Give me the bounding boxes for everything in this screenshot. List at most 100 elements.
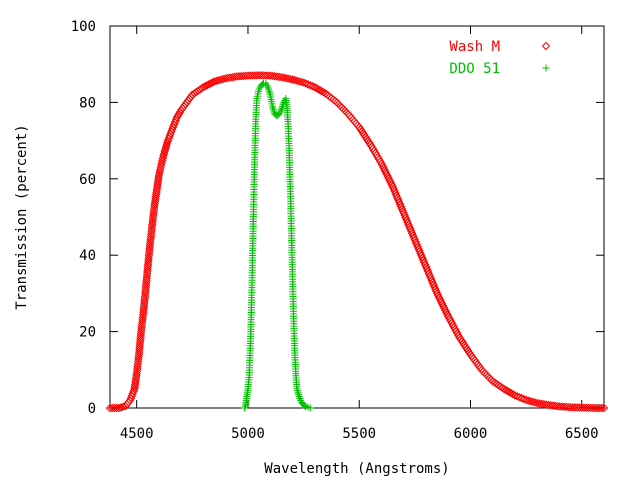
data-point (436, 297, 446, 306)
data-point (219, 74, 228, 84)
y-tick-label: 100 (71, 19, 96, 35)
data-point (306, 404, 314, 412)
data-point (597, 403, 606, 413)
data-point (286, 74, 295, 84)
data-point (301, 79, 311, 88)
data-point (599, 403, 609, 413)
data-point (503, 386, 512, 396)
data-point (119, 402, 128, 411)
data-point (508, 390, 518, 399)
legend-marker-ddo-51 (542, 64, 550, 72)
data-point (197, 84, 206, 93)
data-point (434, 293, 444, 302)
data-point (208, 78, 217, 87)
data-point (381, 167, 390, 177)
data-point (387, 180, 396, 189)
data-point (308, 81, 317, 91)
data-point (297, 77, 306, 87)
legend-label-ddo-51: DDO 51 (449, 61, 500, 77)
data-point (210, 77, 219, 86)
data-point (306, 81, 315, 90)
legend-sample-point (542, 64, 550, 72)
x-tick-label: 6000 (454, 426, 488, 442)
data-point (379, 163, 388, 172)
data-point (206, 79, 216, 88)
data-point (225, 73, 235, 82)
data-point (195, 85, 204, 94)
data-point (378, 161, 387, 170)
data-point (290, 75, 299, 85)
y-tick-label: 40 (79, 248, 96, 264)
data-point (499, 384, 509, 394)
data-point (129, 386, 138, 396)
data-point (435, 295, 445, 304)
data-point (316, 86, 325, 95)
data-point (501, 385, 510, 395)
data-point (201, 81, 210, 91)
data-point (299, 78, 308, 87)
data-point (437, 299, 447, 309)
data-point (212, 76, 222, 85)
series-ddo-51 (241, 79, 314, 412)
data-point (528, 397, 537, 407)
data-point (517, 393, 526, 403)
y-tick-label: 0 (88, 401, 96, 417)
data-point (442, 307, 451, 317)
data-point (217, 75, 226, 84)
data-point (294, 77, 304, 86)
data-point (432, 289, 442, 298)
y-tick-label: 60 (79, 172, 96, 188)
plot-frame (109, 25, 605, 409)
data-point (383, 171, 392, 181)
x-tick-label: 6500 (565, 426, 599, 442)
data-point (440, 305, 450, 315)
data-point (385, 175, 394, 185)
data-point (319, 88, 329, 97)
data-point (114, 403, 124, 413)
data-marks (105, 71, 609, 413)
data-point (193, 86, 203, 96)
data-point (310, 82, 319, 92)
data-point (202, 81, 212, 90)
x-axis-label: Wavelength (Angstroms) (264, 461, 449, 477)
data-point (116, 403, 126, 412)
data-point (526, 396, 535, 406)
data-point (214, 75, 224, 85)
data-point (505, 387, 514, 397)
data-point (312, 83, 321, 93)
data-point (292, 76, 302, 85)
legend-label-wash-m: Wash M (449, 39, 500, 55)
data-point (188, 90, 197, 99)
data-point (439, 303, 449, 313)
data-point (377, 159, 386, 168)
x-tick-label: 5500 (342, 426, 376, 442)
data-point (199, 82, 208, 92)
data-point (288, 75, 297, 84)
data-point (524, 396, 533, 405)
data-point (204, 80, 214, 89)
y-tick-label: 80 (79, 95, 96, 111)
data-point (112, 403, 121, 413)
data-point (314, 85, 323, 94)
data-point (431, 286, 441, 296)
data-point (519, 394, 529, 404)
data-point (189, 89, 199, 98)
data-point (258, 80, 266, 88)
data-point (221, 74, 230, 83)
data-point (507, 389, 516, 398)
data-point (513, 392, 522, 401)
data-point (301, 402, 309, 410)
data-point (191, 88, 201, 97)
data-point (530, 398, 540, 407)
series-wash-m (105, 71, 609, 413)
data-point (433, 291, 443, 300)
legend-marker-wash-m (541, 41, 551, 51)
x-tick-label: 4500 (120, 426, 154, 442)
legend-sample-point (541, 41, 551, 51)
data-point (317, 87, 327, 96)
y-axis-label: Transmission (percent) (14, 124, 30, 309)
data-point (515, 393, 524, 402)
data-point (228, 72, 237, 82)
data-point (386, 178, 395, 187)
